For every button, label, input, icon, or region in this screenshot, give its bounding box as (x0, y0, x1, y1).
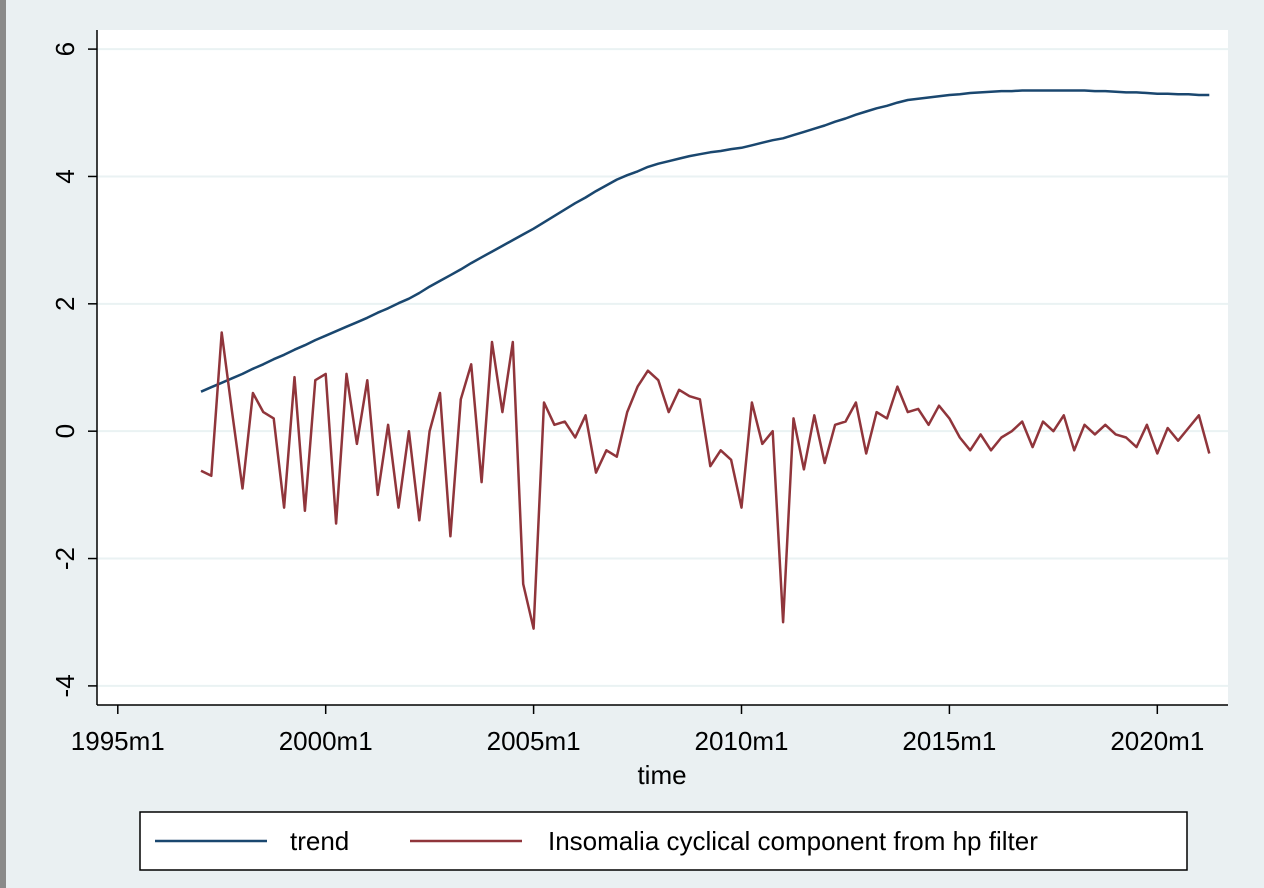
y-tick-label: 4 (50, 169, 80, 183)
y-tick-label: -4 (50, 674, 80, 697)
series-line (200, 331, 1211, 630)
y-tick-label: 0 (50, 424, 80, 438)
y-tick-label: 6 (50, 42, 80, 56)
window-edge (0, 0, 6, 888)
x-tick-label: 2005m1 (487, 726, 581, 756)
x-tick-label: 2020m1 (1110, 726, 1204, 756)
x-tick-label: 2015m1 (902, 726, 996, 756)
series-line (200, 89, 1210, 393)
y-tick-label: -2 (50, 547, 80, 570)
plot-area (97, 30, 1228, 705)
legend-label: trend (290, 826, 349, 856)
x-axis-title: time (637, 760, 686, 790)
y-tick-label: 2 (50, 297, 80, 311)
x-tick-label: 2000m1 (279, 726, 373, 756)
x-tick-label: 2010m1 (695, 726, 789, 756)
legend-box (139, 811, 1188, 871)
legend-label: Insomalia cyclical component from hp fil… (548, 826, 1038, 856)
x-tick-label: 1995m1 (71, 726, 165, 756)
